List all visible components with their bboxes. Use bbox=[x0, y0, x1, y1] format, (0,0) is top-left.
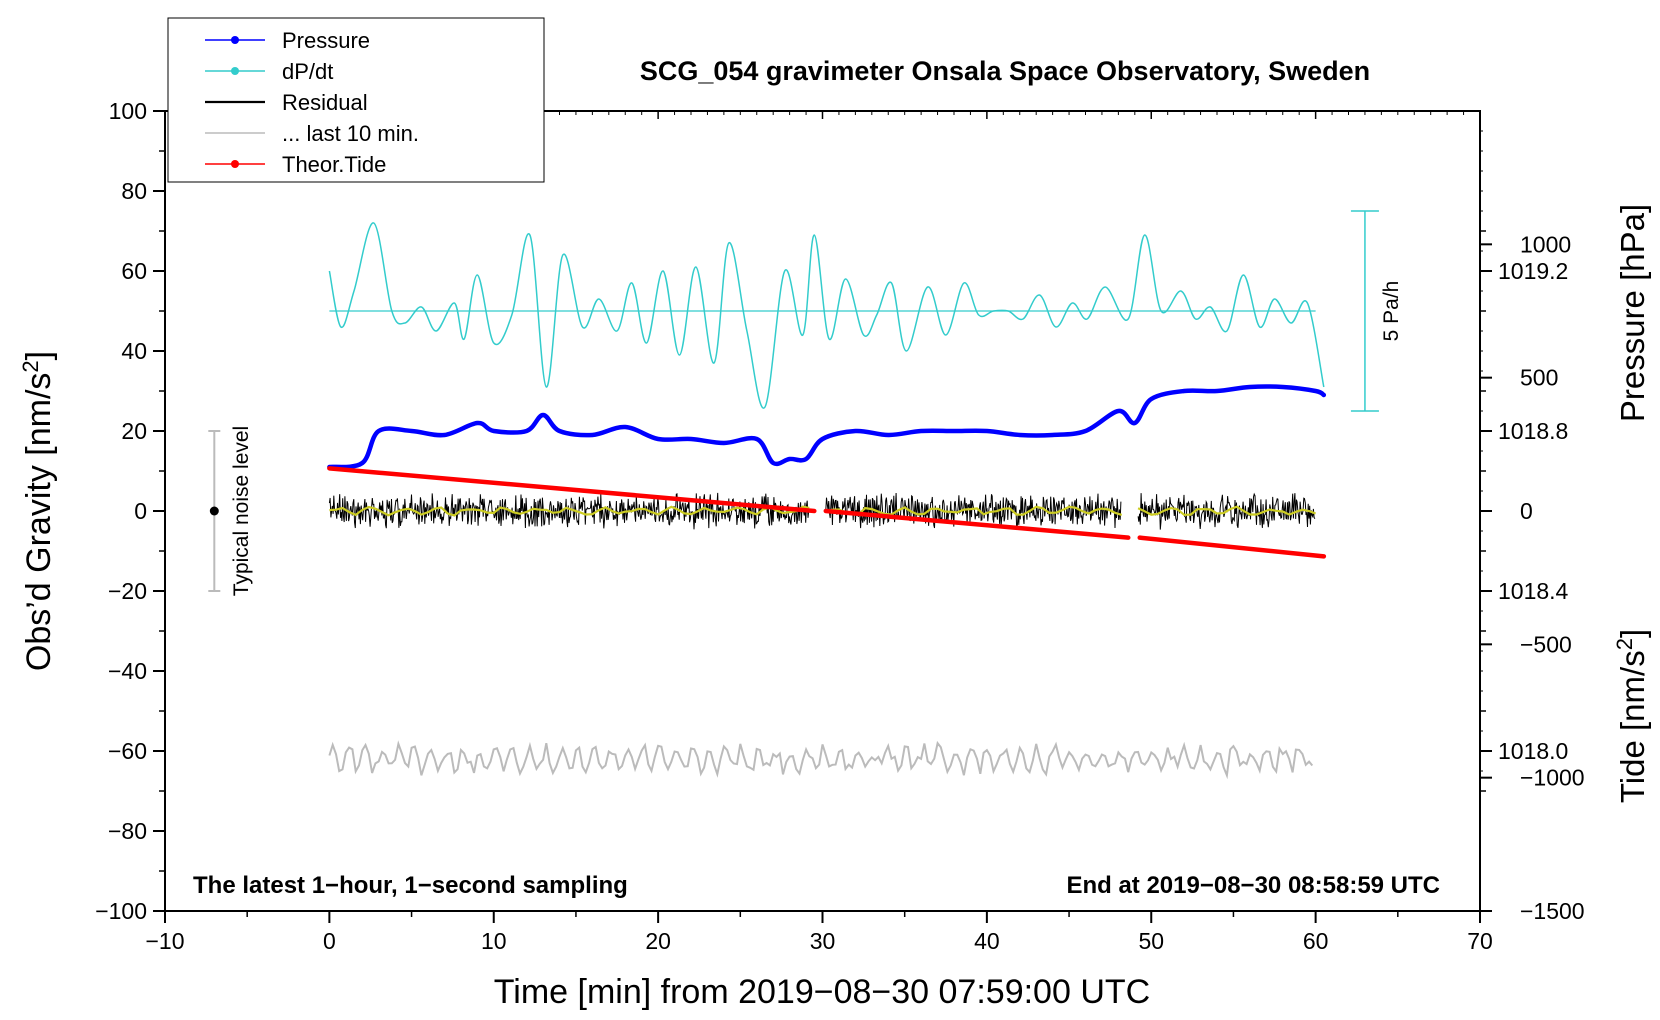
series-residual-segment bbox=[1137, 492, 1316, 530]
x-tick-label: 20 bbox=[645, 928, 671, 954]
noise-level-label: Typical noise level bbox=[230, 426, 253, 596]
x-tick-label: 60 bbox=[1303, 928, 1329, 954]
plot-content bbox=[327, 222, 1327, 780]
series-last-10-min bbox=[328, 740, 1314, 780]
axis-ticks: −10 0 10 20 30 40 50 60 70100806040200−20−40−60−… bbox=[95, 98, 1584, 954]
tide-tick-label: −500 bbox=[1520, 631, 1572, 657]
y-tick-label: 20 bbox=[121, 418, 147, 444]
legend-label: Residual bbox=[282, 90, 368, 115]
y-axis-label-gravity-main: Obs’d Gravity [nm/s bbox=[20, 373, 58, 672]
y-axis-label-gravity-sup: 2 bbox=[18, 360, 43, 372]
y-tick-label: 60 bbox=[121, 258, 147, 284]
y-axis-label-gravity-end: ] bbox=[20, 351, 58, 360]
pressure-tick-label: 1019.2 bbox=[1498, 258, 1568, 284]
legend-swatch-marker bbox=[231, 160, 239, 168]
y-tick-label: 0 bbox=[134, 498, 147, 524]
y-tick-label: −80 bbox=[108, 818, 147, 844]
y-axis-label-gravity: Obs’d Gravity [nm/s2] bbox=[18, 351, 58, 671]
x-tick-label: 0 bbox=[323, 928, 336, 954]
x-tick-label: 70 bbox=[1467, 928, 1493, 954]
series-residual-smoothed bbox=[1137, 505, 1316, 516]
legend-box bbox=[167, 17, 545, 183]
series-pressure bbox=[327, 384, 1327, 470]
annotation-end-time: End at 2019−08−30 08:58:59 UTC bbox=[1066, 872, 1440, 899]
x-tick-label: 50 bbox=[1138, 928, 1164, 954]
y-tick-label: 100 bbox=[109, 98, 147, 124]
x-tick-label: 10 bbox=[481, 928, 507, 954]
pressure-tick-label: 1018.0 bbox=[1498, 738, 1568, 764]
series-theoretical-tide-segment bbox=[1137, 535, 1327, 559]
y-tick-label: 80 bbox=[121, 178, 147, 204]
series-residual-segment bbox=[328, 492, 810, 530]
dpdt-scale-bar bbox=[1350, 210, 1379, 412]
series-residual-smoothed bbox=[329, 505, 810, 517]
y-tick-label: 40 bbox=[121, 338, 147, 364]
chart-title: SCG_054 gravimeter Onsala Space Observat… bbox=[640, 56, 1370, 86]
tide-tick-label: 0 bbox=[1520, 498, 1533, 524]
legend-label: dP/dt bbox=[282, 59, 333, 84]
y-axis-label-tide-main: Tide [nm/s bbox=[1614, 650, 1651, 803]
tide-tick-label: 500 bbox=[1520, 365, 1558, 391]
series-theoretical-tide-segment bbox=[327, 466, 817, 514]
annotation-sampling: The latest 1−hour, 1−second sampling bbox=[193, 872, 628, 899]
legend-swatch-marker bbox=[231, 36, 239, 44]
x-tick-label: 30 bbox=[810, 928, 836, 954]
noise-level-indicator bbox=[208, 430, 221, 592]
noise-bar-center-dot bbox=[209, 506, 219, 516]
y-tick-label: −100 bbox=[95, 898, 147, 924]
y-axis-label-tide-end: ] bbox=[1614, 629, 1651, 638]
legend-label: Pressure bbox=[282, 28, 370, 53]
tide-tick-label: 1000 bbox=[1520, 231, 1571, 257]
legend-swatch-marker bbox=[231, 67, 239, 75]
pressure-tick-label: 1018.4 bbox=[1498, 578, 1569, 604]
y-tick-label: −40 bbox=[108, 658, 147, 684]
y-axis-label-tide: Tide [nm/s2] bbox=[1612, 629, 1651, 803]
y-axis-label-tide-sup: 2 bbox=[1612, 638, 1637, 650]
series-residual-smoothed bbox=[825, 505, 1123, 516]
pressure-tick-label: 1018.8 bbox=[1498, 418, 1568, 444]
series-residual-segment bbox=[825, 492, 1122, 529]
x-tick-label: −10 bbox=[145, 928, 184, 954]
dpdt-scale-label: 5 Pa/h bbox=[1380, 281, 1403, 342]
x-axis-label: Time [min] from 2019−08−30 07:59:00 UTC bbox=[494, 973, 1150, 1011]
legend-entries: Pressure dP/dt Residual ... last 10 min. The… bbox=[205, 28, 419, 177]
series-theoretical-tide-segment bbox=[823, 508, 1131, 540]
series-dpdt bbox=[328, 222, 1325, 409]
tide-tick-label: −1000 bbox=[1520, 765, 1585, 791]
legend-label: ... last 10 min. bbox=[282, 121, 419, 146]
y-tick-label: −20 bbox=[108, 578, 147, 604]
x-tick-label: 40 bbox=[974, 928, 1000, 954]
legend: Pressure dP/dt Residual ... last 10 min. The… bbox=[167, 17, 545, 183]
y-tick-label: −60 bbox=[108, 738, 147, 764]
tide-tick-label: −1500 bbox=[1520, 898, 1585, 924]
y-axis-label-pressure: Pressure [hPa] bbox=[1614, 204, 1651, 422]
legend-label: Theor.Tide bbox=[282, 152, 386, 177]
